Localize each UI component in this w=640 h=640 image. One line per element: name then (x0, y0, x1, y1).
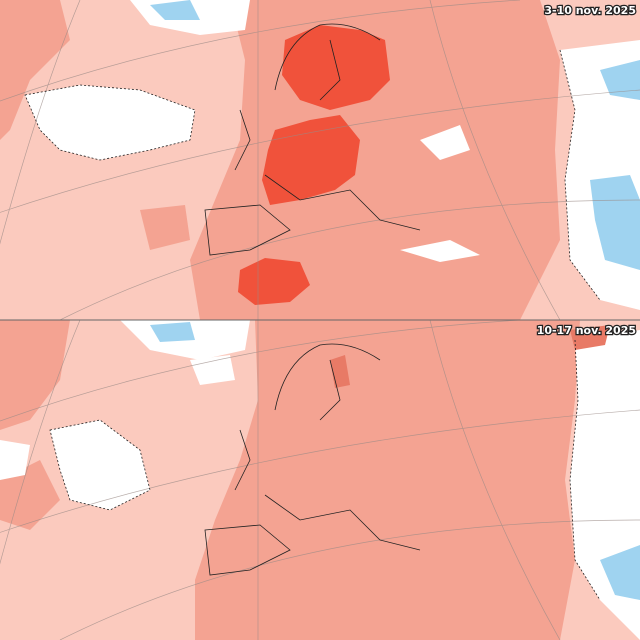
cold-anomaly (590, 175, 640, 270)
period-label: 10-17 nov. 2025 (537, 324, 636, 337)
period-label: 3-10 nov. 2025 (544, 4, 636, 17)
graticule (0, 0, 640, 320)
contour (49, 339, 601, 601)
anomaly-moderate (195, 320, 580, 640)
graticule (0, 320, 640, 640)
near-normal (400, 240, 480, 262)
map-panel (0, 320, 640, 640)
anomaly-strong (282, 25, 390, 110)
near-normal (420, 125, 470, 160)
cold-anomaly (150, 322, 195, 342)
anomaly-moderate (190, 0, 560, 320)
cold-anomaly (150, 0, 200, 20)
anomaly-strong (570, 325, 610, 350)
near-normal (0, 440, 30, 480)
cold-anomaly (600, 545, 640, 600)
anomaly-moderate (0, 460, 60, 530)
contour (24, 49, 601, 301)
coastline (204, 23, 421, 256)
anomaly-moderate (0, 0, 70, 140)
anomaly-moderate (0, 320, 70, 430)
near-normal (25, 85, 195, 160)
anomaly-moderate (140, 205, 190, 250)
near-normal (50, 420, 150, 510)
cold-anomaly (600, 60, 640, 100)
map-panel (0, 0, 640, 320)
coastline (204, 343, 421, 576)
near-normal (190, 355, 235, 385)
anomaly-strong (238, 258, 310, 305)
